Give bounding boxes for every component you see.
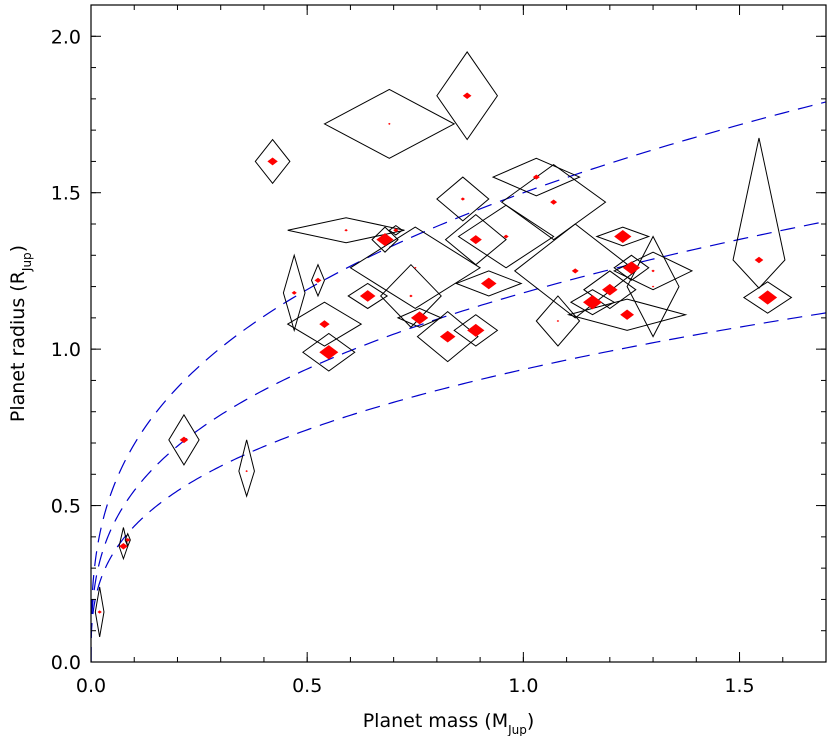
error-diamond-35 bbox=[626, 235, 680, 338]
data-point-32 bbox=[614, 230, 632, 243]
error-diamond-18 bbox=[379, 263, 442, 328]
data-point-25 bbox=[503, 234, 509, 239]
data-point-27 bbox=[550, 199, 558, 205]
y-axis-label-sub: Jup bbox=[20, 252, 34, 272]
data-point-20 bbox=[462, 92, 472, 99]
data-point-34 bbox=[620, 309, 635, 320]
data-point-30 bbox=[583, 295, 603, 310]
data-point-36 bbox=[651, 269, 655, 273]
error-diamond-14 bbox=[323, 88, 456, 159]
y-tick-label: 1.5 bbox=[51, 183, 81, 205]
data-point-31 bbox=[602, 283, 618, 296]
error-diamond-17 bbox=[396, 307, 443, 328]
error-diamond-13 bbox=[371, 226, 399, 253]
model-curve-3 bbox=[91, 312, 826, 662]
data-point-23 bbox=[467, 323, 485, 337]
error-diamond-36 bbox=[612, 251, 694, 291]
data-point-18 bbox=[409, 294, 413, 298]
data-point-17 bbox=[410, 311, 429, 325]
error-diamond-20 bbox=[436, 51, 499, 141]
error-diamond-32 bbox=[595, 226, 651, 247]
data-point-1 bbox=[97, 610, 102, 614]
data-point-7 bbox=[291, 290, 297, 295]
data-point-29 bbox=[571, 268, 579, 274]
x-axis-label: Planet mass (MJup) bbox=[363, 710, 535, 736]
error-diamond-16 bbox=[349, 226, 482, 310]
error-diamond-19 bbox=[416, 310, 479, 363]
x-axis-label-main: Planet mass (M bbox=[363, 710, 508, 732]
y-tick-label: 0.0 bbox=[51, 652, 81, 674]
error-diamond-22 bbox=[444, 213, 507, 266]
data-point-16 bbox=[413, 266, 417, 269]
error-diamond-28 bbox=[535, 295, 581, 347]
data-point-37 bbox=[754, 256, 764, 264]
error-diamond-34 bbox=[566, 298, 688, 331]
error-diamond-5 bbox=[238, 439, 255, 498]
data-point-21 bbox=[460, 197, 465, 201]
data-point-28 bbox=[556, 320, 560, 322]
data-point-19 bbox=[439, 330, 456, 343]
data-point-22 bbox=[469, 235, 482, 245]
data-point-38 bbox=[758, 290, 778, 305]
error-diamond-23 bbox=[453, 314, 499, 347]
data-point-2 bbox=[119, 543, 128, 550]
x-tick-label: 0.5 bbox=[292, 675, 322, 697]
error-diamond-24 bbox=[454, 270, 523, 297]
error-diamond-9 bbox=[286, 301, 363, 347]
data-point-8 bbox=[314, 277, 322, 283]
data-point-35 bbox=[651, 285, 655, 288]
data-point-26 bbox=[532, 174, 540, 180]
error-diamond-6 bbox=[254, 138, 291, 185]
data-point-33 bbox=[622, 261, 641, 275]
x-tick-label: 1.5 bbox=[724, 675, 754, 697]
error-diamond-7 bbox=[282, 253, 306, 333]
error-diamond-26 bbox=[491, 157, 581, 197]
data-point-10 bbox=[319, 345, 339, 360]
model-curve-2 bbox=[91, 220, 826, 662]
curve-group bbox=[91, 101, 826, 662]
data-point-9 bbox=[319, 320, 330, 329]
error-diamond-11 bbox=[287, 217, 405, 244]
data-point-13 bbox=[376, 233, 394, 247]
data-point-3 bbox=[125, 538, 131, 542]
data-point-24 bbox=[480, 277, 497, 290]
error-diamond-15 bbox=[388, 224, 404, 236]
x-tick-label: 1.0 bbox=[508, 675, 538, 697]
error-diamond-12 bbox=[347, 282, 389, 310]
model-curve-1 bbox=[91, 101, 826, 662]
error-diamond-21 bbox=[436, 176, 490, 222]
data-point-11 bbox=[344, 228, 348, 232]
y-tick-label: 1.0 bbox=[51, 339, 81, 361]
data-point-5 bbox=[245, 470, 248, 473]
data-points bbox=[97, 92, 778, 614]
y-axis-label-close: ) bbox=[7, 245, 29, 252]
error-diamonds bbox=[94, 51, 793, 638]
error-diamond-38 bbox=[742, 281, 793, 314]
x-tick-label: 0.0 bbox=[76, 675, 106, 697]
error-diamond-4 bbox=[168, 413, 200, 466]
data-point-14 bbox=[388, 122, 391, 125]
error-diamond-37 bbox=[732, 137, 786, 289]
data-point-4 bbox=[179, 436, 189, 444]
error-diamond-1 bbox=[94, 586, 105, 638]
error-diamond-25 bbox=[457, 204, 555, 269]
x-axis-label-sub: Jup bbox=[507, 723, 527, 736]
plot-area bbox=[91, 51, 826, 662]
error-diamond-8 bbox=[310, 263, 326, 298]
error-diamond-10 bbox=[302, 332, 356, 372]
y-tick-label: 2.0 bbox=[51, 26, 81, 48]
data-point-6 bbox=[267, 157, 278, 166]
data-point-12 bbox=[359, 290, 376, 302]
x-axis-label-close: ) bbox=[527, 710, 534, 732]
axis-ticks: 0.0 0.5 1.0 1.5 0.0 0.5 1.0 1.5 2.0 bbox=[51, 4, 827, 697]
y-axis-label-main: Planet radius (R bbox=[7, 271, 29, 422]
plot-frame bbox=[90, 4, 827, 663]
y-axis-label: Planet radius (RJup) bbox=[7, 245, 34, 422]
data-point-15 bbox=[393, 228, 399, 233]
y-tick-label: 0.5 bbox=[51, 496, 81, 518]
